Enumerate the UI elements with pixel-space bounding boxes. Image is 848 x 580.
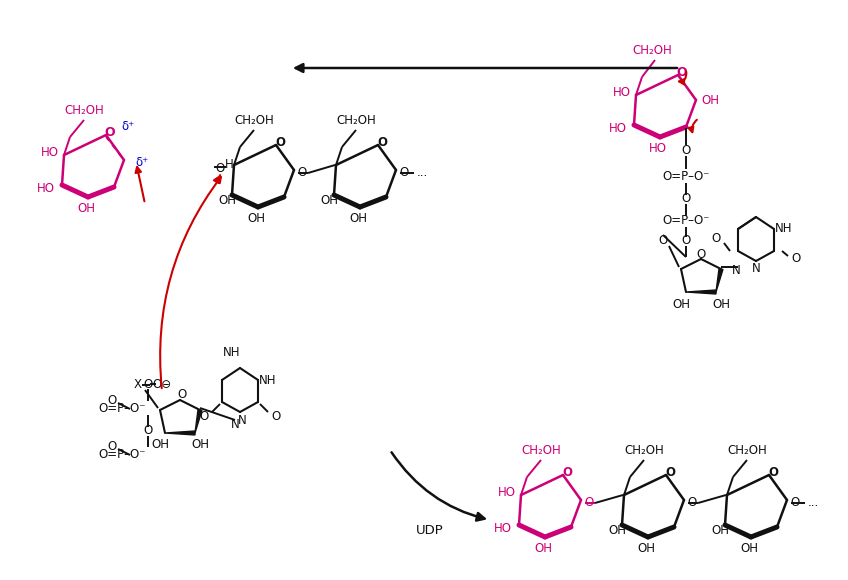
Text: O=P–O⁻: O=P–O⁻ — [662, 215, 710, 227]
Text: N: N — [237, 414, 247, 426]
Text: O=P–O⁻: O=P–O⁻ — [98, 403, 146, 415]
Text: ...: ... — [416, 166, 427, 179]
Text: O: O — [665, 466, 675, 478]
Text: O: O — [562, 466, 572, 478]
Text: OH: OH — [534, 542, 552, 556]
Text: HO: HO — [37, 182, 55, 194]
Text: O: O — [143, 378, 153, 390]
Text: O: O — [677, 67, 688, 79]
Text: CH₂OH: CH₂OH — [522, 444, 561, 456]
Text: O: O — [275, 136, 285, 148]
Text: O: O — [696, 248, 706, 260]
Text: HO: HO — [613, 86, 631, 100]
Text: OH: OH — [218, 194, 236, 206]
Text: O: O — [108, 440, 117, 454]
Text: O: O — [143, 425, 153, 437]
Text: O: O — [768, 466, 778, 478]
Text: CH₂OH: CH₂OH — [727, 444, 767, 456]
Text: O: O — [199, 409, 209, 422]
Text: OH: OH — [191, 438, 209, 451]
Polygon shape — [686, 290, 716, 294]
Text: O: O — [399, 166, 409, 179]
Text: OH: OH — [637, 542, 655, 556]
Text: O: O — [215, 161, 225, 175]
Text: O: O — [658, 234, 667, 246]
Text: HO: HO — [609, 121, 627, 135]
Text: O: O — [790, 496, 800, 509]
Text: O: O — [177, 387, 187, 401]
Text: O: O — [791, 252, 801, 266]
Text: OH: OH — [151, 438, 169, 451]
Text: CH₂OH: CH₂OH — [234, 114, 274, 126]
Text: O: O — [377, 136, 387, 148]
Text: HO: HO — [498, 487, 516, 499]
Text: O: O — [108, 394, 117, 408]
Text: O=P–O⁻: O=P–O⁻ — [662, 171, 710, 183]
Text: OH: OH — [77, 202, 95, 216]
Text: OH: OH — [672, 298, 690, 310]
Text: OH: OH — [712, 298, 730, 310]
Text: N: N — [732, 264, 740, 277]
Text: X: X — [134, 379, 142, 392]
Text: N: N — [751, 263, 761, 276]
Polygon shape — [716, 269, 723, 292]
Text: O: O — [271, 409, 281, 422]
Text: O: O — [682, 234, 690, 248]
Polygon shape — [195, 409, 202, 433]
Text: HO: HO — [41, 147, 59, 160]
Text: HO: HO — [649, 143, 667, 155]
Text: CH₂OH: CH₂OH — [336, 114, 376, 126]
Text: H: H — [225, 158, 233, 172]
Text: NH: NH — [223, 346, 241, 360]
Polygon shape — [165, 431, 195, 435]
Text: UDP: UDP — [416, 524, 444, 536]
Text: OH: OH — [349, 212, 367, 226]
Text: O: O — [584, 496, 594, 509]
Text: OH: OH — [701, 93, 719, 107]
Text: O: O — [688, 496, 696, 509]
Text: O: O — [711, 233, 721, 245]
Text: O: O — [104, 125, 115, 139]
Text: OH: OH — [247, 212, 265, 226]
Text: OH: OH — [740, 542, 758, 556]
Text: CH₂OH: CH₂OH — [624, 444, 664, 456]
Text: ...: ... — [807, 496, 818, 509]
Text: O: O — [682, 144, 690, 158]
Text: δ⁺: δ⁺ — [136, 157, 148, 169]
Text: OH: OH — [608, 524, 626, 536]
Text: O⊖: O⊖ — [153, 378, 171, 390]
Text: NH: NH — [775, 223, 793, 235]
Text: NH: NH — [259, 374, 276, 386]
Text: HO: HO — [494, 521, 512, 535]
Text: O: O — [682, 193, 690, 205]
Text: OH: OH — [320, 194, 338, 206]
Text: CH₂OH: CH₂OH — [632, 44, 672, 56]
Text: OH: OH — [711, 524, 729, 536]
Text: N: N — [231, 418, 239, 430]
Text: CH₂OH: CH₂OH — [64, 103, 103, 117]
Text: δ⁺: δ⁺ — [121, 121, 135, 133]
Text: O=P–O⁻: O=P–O⁻ — [98, 448, 146, 462]
Text: O: O — [298, 166, 307, 179]
